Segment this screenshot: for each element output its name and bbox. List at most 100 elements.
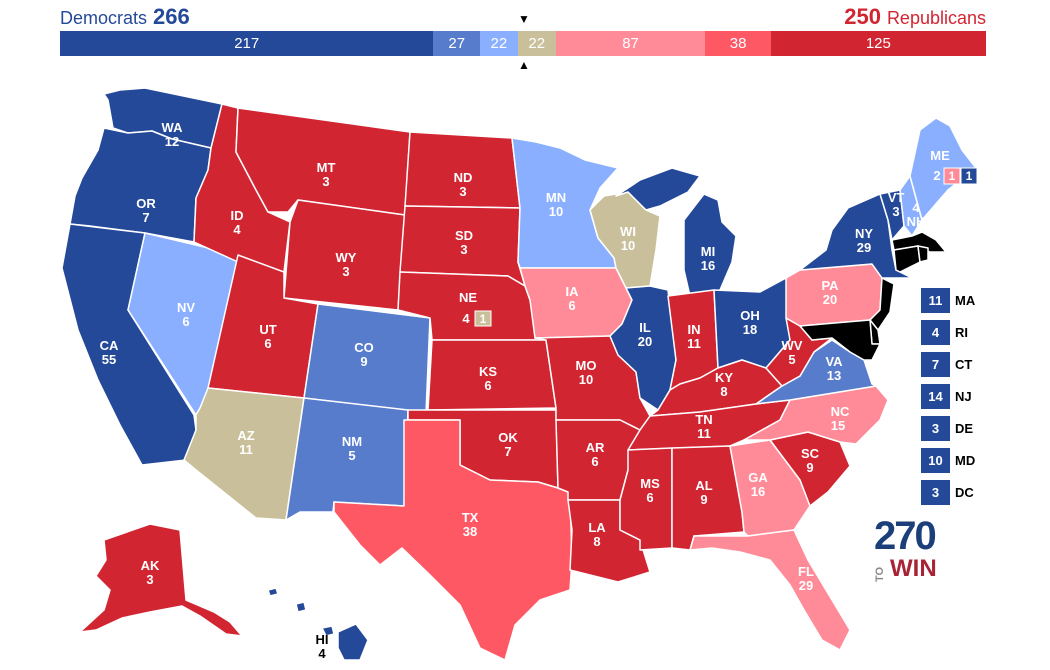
state-AK[interactable] xyxy=(79,523,243,637)
label-MT-ev: 3 xyxy=(322,174,329,189)
label-WY-abbr: WY xyxy=(336,250,357,265)
label-HI-ev: 4 xyxy=(318,646,326,661)
label-NY-abbr: NY xyxy=(855,226,873,241)
label-SC-abbr: SC xyxy=(801,446,820,461)
state-FL[interactable] xyxy=(689,529,851,651)
label-NY-ev: 29 xyxy=(857,240,871,255)
label-CO-ev: 9 xyxy=(360,354,367,369)
label-IN-ev: 11 xyxy=(687,336,701,351)
state-IL[interactable] xyxy=(609,285,677,411)
label-TX-abbr: TX xyxy=(462,510,479,525)
label-NC-abbr: NC xyxy=(831,404,850,419)
label-WY-ev: 3 xyxy=(342,264,349,279)
label-VT-abbr: VT xyxy=(888,190,905,205)
small-state-label-ri: RI xyxy=(955,325,968,340)
state-OR[interactable] xyxy=(69,127,212,243)
bar-segment-lean_dem: 22 xyxy=(479,31,518,56)
label-AR-ev: 6 xyxy=(591,454,598,469)
me-district-2-box[interactable] xyxy=(960,167,978,185)
label-WA-ev: 12 xyxy=(165,134,179,149)
state-RI[interactable] xyxy=(917,245,929,263)
bar-segment-lean_rep: 87 xyxy=(555,31,706,56)
label-AZ-abbr: AZ xyxy=(237,428,254,443)
logo-number: 270 xyxy=(874,514,937,558)
label-MI-ev: 16 xyxy=(701,258,715,273)
label-ME-ev: 2 xyxy=(933,168,940,183)
label-NE-abbr: NE xyxy=(459,290,477,305)
label-IA-ev: 6 xyxy=(568,298,575,313)
label-AK-abbr: AK xyxy=(141,558,160,573)
label-SD-ev: 3 xyxy=(460,242,467,257)
label-IN-abbr: IN xyxy=(688,322,701,337)
logo-win: WIN xyxy=(890,555,937,582)
label-NE-ev: 4 xyxy=(462,311,470,326)
state-NC[interactable] xyxy=(743,385,889,445)
state-HI-4[interactable] xyxy=(267,587,279,597)
label-MN-ev: 10 xyxy=(549,204,563,219)
label-HI-abbr: HI xyxy=(316,632,329,647)
state-IA[interactable] xyxy=(519,267,633,339)
label-AL-ev: 9 xyxy=(700,492,707,507)
small-state-ev-ri[interactable]: 4 xyxy=(921,320,950,345)
small-state-ev-ct[interactable]: 7 xyxy=(921,352,950,377)
ne-district-box[interactable] xyxy=(474,310,492,327)
state-VT[interactable] xyxy=(879,189,905,241)
small-state-label-ma: MA xyxy=(955,293,976,308)
label-NH-ev: 4 xyxy=(912,200,920,215)
small-state-ev-md[interactable]: 10 xyxy=(921,448,950,473)
label-OK-abbr: OK xyxy=(498,430,518,445)
label-MO-ev: 10 xyxy=(579,372,593,387)
label-AR-abbr: AR xyxy=(586,440,605,455)
small-state-ev-dc[interactable]: 3 xyxy=(921,480,950,505)
majority-marker-top: ▼ xyxy=(518,12,530,26)
label-MS-abbr: MS xyxy=(640,476,660,491)
democrats-tally: Democrats 266 xyxy=(60,4,196,30)
label-UT-ev: 6 xyxy=(264,336,271,351)
state-MI[interactable] xyxy=(683,193,737,297)
label-WV-ev: 5 xyxy=(788,352,795,367)
state-HI[interactable] xyxy=(337,623,369,661)
label-KS-abbr: KS xyxy=(479,364,497,379)
state-MD[interactable] xyxy=(799,319,881,361)
electoral-vote-bar: 217 27 22 22 87 38 125 xyxy=(60,31,986,56)
state-CT[interactable] xyxy=(893,245,921,273)
state-ME[interactable] xyxy=(909,117,977,221)
label-ND-ev: 3 xyxy=(459,184,466,199)
state-WY[interactable] xyxy=(283,199,406,311)
label-ID-ev: 4 xyxy=(233,222,241,237)
small-state-ev-de[interactable]: 3 xyxy=(921,416,950,441)
bar-segment-likely_dem: 27 xyxy=(433,31,480,56)
label-UT-abbr: UT xyxy=(259,322,276,337)
label-PA-ev: 20 xyxy=(823,292,837,307)
state-HI-2[interactable] xyxy=(321,625,335,637)
label-MO-abbr: MO xyxy=(576,358,597,373)
republicans-label: Republicans xyxy=(886,8,986,28)
state-NM[interactable] xyxy=(285,397,409,521)
small-state-label-ct: CT xyxy=(955,357,973,372)
label-ND-abbr: ND xyxy=(454,170,473,185)
label-TN-ev: 11 xyxy=(697,426,711,441)
270towin-logo: 270 TO WIN xyxy=(874,516,944,582)
small-state-ev-ma[interactable]: 11 xyxy=(921,288,950,313)
me-district-1-box[interactable] xyxy=(943,167,961,185)
label-IL-ev: 20 xyxy=(638,334,652,349)
state-NH[interactable] xyxy=(899,175,923,237)
label-OR-ev: 7 xyxy=(142,210,149,225)
democrats-label: Democrats xyxy=(60,8,148,28)
label-MS-ev: 6 xyxy=(646,490,653,505)
label-NE-district: 1 xyxy=(480,312,487,326)
label-KY-ev: 8 xyxy=(720,384,727,399)
state-HI-3[interactable] xyxy=(295,601,307,613)
state-MIU[interactable] xyxy=(615,167,701,211)
small-state-ev-nj[interactable]: 14 xyxy=(921,384,950,409)
label-LA-ev: 8 xyxy=(593,534,600,549)
state-TX[interactable] xyxy=(333,419,573,661)
label-CA-ev: 55 xyxy=(102,352,116,367)
label-OR-abbr: OR xyxy=(136,196,156,211)
label-ME-abbr: ME xyxy=(930,148,950,163)
label-WV-abbr: WV xyxy=(782,338,803,353)
tally-header: Democrats 266 250 Republicans ▼ 217 27 22 22 8… xyxy=(0,0,1050,72)
label-CA-abbr: CA xyxy=(100,338,119,353)
state-NY[interactable] xyxy=(799,193,913,279)
